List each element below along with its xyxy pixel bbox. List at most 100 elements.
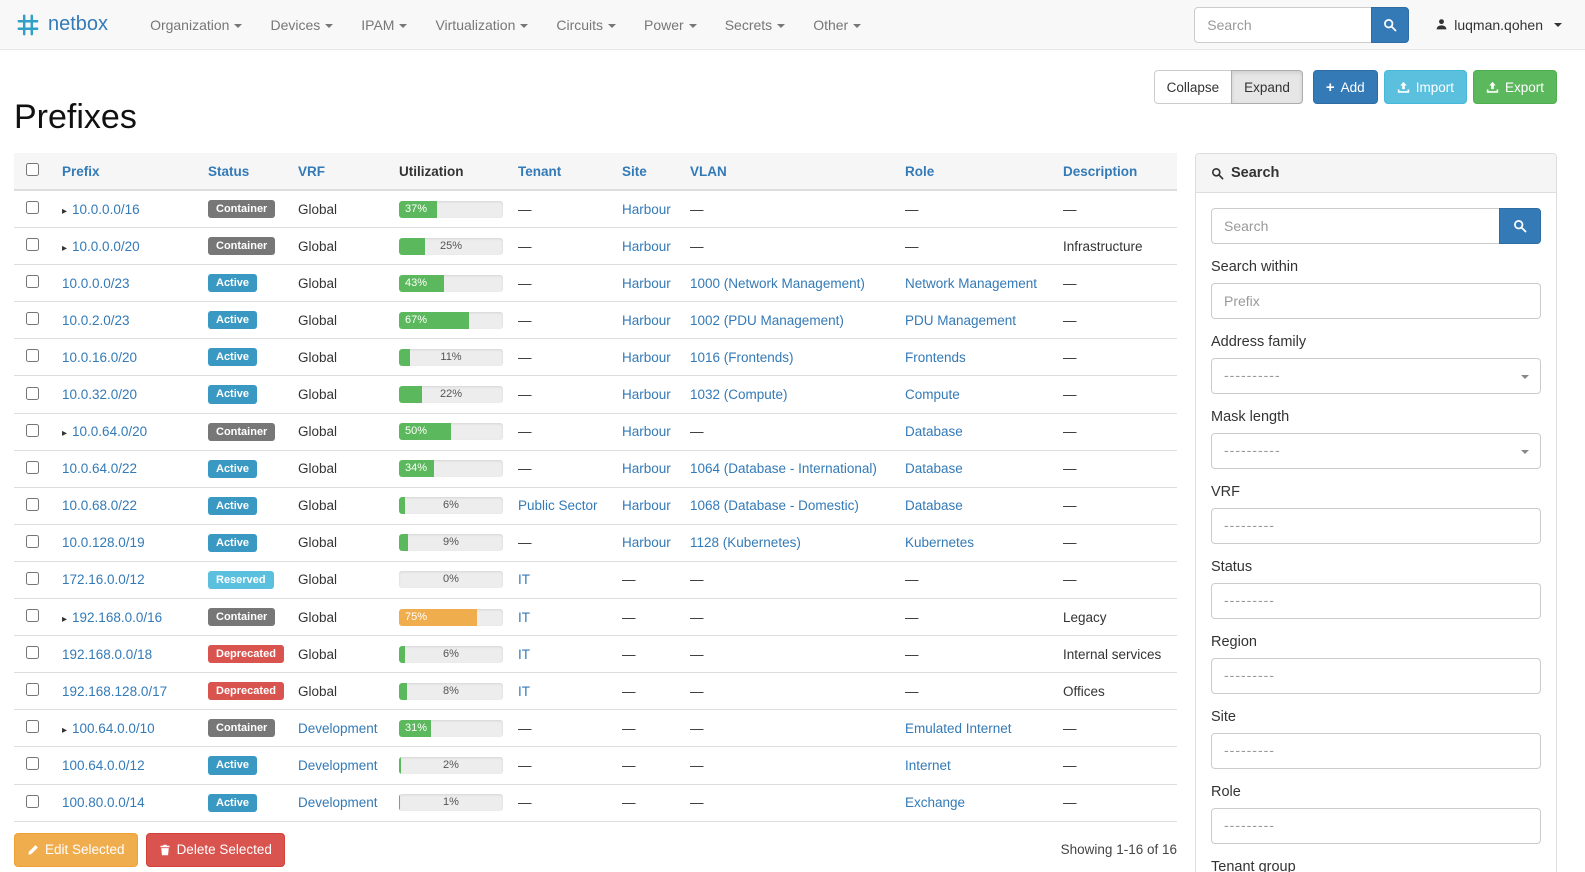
prefix-link[interactable]: 172.16.0.0/12: [62, 572, 145, 588]
netbox-brand[interactable]: netbox: [15, 12, 108, 38]
tenant-link[interactable]: IT: [518, 572, 530, 588]
prefix-link[interactable]: 100.64.0.0/12: [62, 757, 145, 773]
vlan-link[interactable]: 1016 (Frontends): [690, 349, 794, 365]
vlan-link[interactable]: 1032 (Compute): [690, 387, 788, 403]
filter-status-select[interactable]: ---------: [1211, 583, 1541, 619]
prefix-link[interactable]: 10.0.68.0/22: [62, 498, 138, 514]
column-header-role[interactable]: Role: [897, 153, 1055, 191]
nav-menu-circuits[interactable]: Circuits: [542, 2, 630, 48]
nav-menu-power[interactable]: Power: [630, 2, 711, 48]
vlan-link[interactable]: 1068 (Database - Domestic): [690, 498, 859, 514]
row-checkbox[interactable]: [26, 683, 39, 697]
vrf-link[interactable]: Development: [298, 720, 378, 736]
site-link[interactable]: Harbour: [622, 312, 671, 328]
nav-menu-devices[interactable]: Devices: [256, 2, 347, 48]
filter-role-select[interactable]: ---------: [1211, 808, 1541, 844]
delete-selected-button[interactable]: Delete Selected: [145, 832, 285, 867]
site-link[interactable]: Harbour: [622, 238, 671, 254]
row-checkbox[interactable]: [26, 646, 39, 660]
collapse-button[interactable]: Collapse: [1153, 70, 1233, 104]
column-header-site[interactable]: Site: [614, 153, 682, 191]
expand-toggle-icon[interactable]: ▸: [62, 613, 68, 625]
expand-toggle-icon[interactable]: ▸: [62, 242, 68, 254]
expand-toggle-icon[interactable]: ▸: [62, 428, 68, 440]
prefix-link[interactable]: 192.168.0.0/16: [72, 609, 163, 625]
prefix-link[interactable]: 192.168.128.0/17: [62, 683, 168, 699]
navbar-search-button[interactable]: [1371, 6, 1410, 43]
row-checkbox[interactable]: [26, 757, 39, 771]
row-checkbox[interactable]: [26, 460, 39, 474]
filter-region-select[interactable]: ---------: [1211, 658, 1541, 694]
user-menu[interactable]: luqman.qohen: [1435, 17, 1562, 33]
sidebar-search-button[interactable]: [1499, 208, 1541, 244]
import-button[interactable]: Import: [1383, 70, 1467, 104]
role-link[interactable]: Frontends: [905, 349, 966, 365]
nav-menu-secrets[interactable]: Secrets: [711, 2, 799, 48]
row-checkbox[interactable]: [26, 534, 39, 548]
role-link[interactable]: Network Management: [905, 275, 1038, 291]
filter-mask-length-select[interactable]: ----------: [1211, 433, 1541, 469]
filter-address-family-select[interactable]: ----------: [1211, 358, 1541, 394]
prefix-link[interactable]: 10.0.0.0/23: [62, 275, 130, 291]
site-link[interactable]: Harbour: [622, 275, 671, 291]
add-button[interactable]: + Add: [1312, 70, 1378, 104]
row-checkbox[interactable]: [26, 794, 39, 808]
prefix-link[interactable]: 10.0.32.0/20: [62, 387, 138, 403]
role-link[interactable]: Emulated Internet: [905, 720, 1012, 736]
role-link[interactable]: Exchange: [905, 795, 966, 811]
site-link[interactable]: Harbour: [622, 461, 671, 477]
row-checkbox[interactable]: [26, 386, 39, 400]
prefix-link[interactable]: 10.0.128.0/19: [62, 535, 145, 551]
vrf-link[interactable]: Development: [298, 795, 378, 811]
row-checkbox[interactable]: [26, 349, 39, 363]
nav-menu-ipam[interactable]: IPAM: [347, 2, 421, 48]
export-button[interactable]: Export: [1472, 70, 1557, 104]
row-checkbox[interactable]: [26, 571, 39, 585]
tenant-link[interactable]: IT: [518, 646, 530, 662]
vlan-link[interactable]: 1000 (Network Management): [690, 275, 865, 291]
prefix-link[interactable]: 10.0.64.0/22: [62, 461, 138, 477]
prefix-link[interactable]: 10.0.16.0/20: [62, 349, 138, 365]
prefix-link[interactable]: 10.0.64.0/20: [72, 424, 148, 440]
vlan-link[interactable]: 1002 (PDU Management): [690, 312, 844, 328]
role-link[interactable]: Compute: [905, 387, 960, 403]
column-header-prefix[interactable]: Prefix: [54, 153, 200, 191]
prefix-link[interactable]: 10.0.0.0/20: [72, 238, 140, 254]
site-link[interactable]: Harbour: [622, 498, 671, 514]
edit-selected-button[interactable]: Edit Selected: [14, 832, 138, 867]
site-link[interactable]: Harbour: [622, 535, 671, 551]
prefix-link[interactable]: 100.64.0.0/10: [72, 720, 155, 736]
prefix-link[interactable]: 10.0.0.0/16: [72, 201, 140, 217]
row-checkbox[interactable]: [26, 201, 39, 215]
nav-menu-other[interactable]: Other: [799, 2, 875, 48]
prefix-link[interactable]: 100.80.0.0/14: [62, 795, 145, 811]
expand-toggle-icon[interactable]: ▸: [62, 724, 68, 736]
expand-toggle-icon[interactable]: ▸: [62, 205, 68, 217]
column-header-vrf[interactable]: VRF: [290, 153, 391, 191]
row-checkbox[interactable]: [26, 423, 39, 437]
role-link[interactable]: Database: [905, 461, 963, 477]
expand-button[interactable]: Expand: [1231, 70, 1303, 104]
filter-vrf-select[interactable]: ---------: [1211, 508, 1541, 544]
role-link[interactable]: Database: [905, 498, 963, 514]
site-link[interactable]: Harbour: [622, 424, 671, 440]
prefix-link[interactable]: 10.0.2.0/23: [62, 312, 130, 328]
site-link[interactable]: Harbour: [622, 201, 671, 217]
row-checkbox[interactable]: [26, 720, 39, 734]
tenant-link[interactable]: IT: [518, 683, 530, 699]
vrf-link[interactable]: Development: [298, 757, 378, 773]
role-link[interactable]: Database: [905, 424, 963, 440]
role-link[interactable]: Kubernetes: [905, 535, 975, 551]
role-link[interactable]: PDU Management: [905, 312, 1017, 328]
column-header-tenant[interactable]: Tenant: [510, 153, 614, 191]
site-link[interactable]: Harbour: [622, 387, 671, 403]
row-checkbox[interactable]: [26, 238, 39, 252]
row-checkbox[interactable]: [26, 497, 39, 511]
tenant-link[interactable]: IT: [518, 609, 530, 625]
filter-site-select[interactable]: ---------: [1211, 733, 1541, 769]
column-header-status[interactable]: Status: [200, 153, 290, 191]
vlan-link[interactable]: 1128 (Kubernetes): [690, 535, 801, 551]
tenant-link[interactable]: Public Sector: [518, 498, 598, 514]
nav-menu-organization[interactable]: Organization: [136, 2, 256, 48]
select-all-checkbox[interactable]: [26, 163, 39, 176]
